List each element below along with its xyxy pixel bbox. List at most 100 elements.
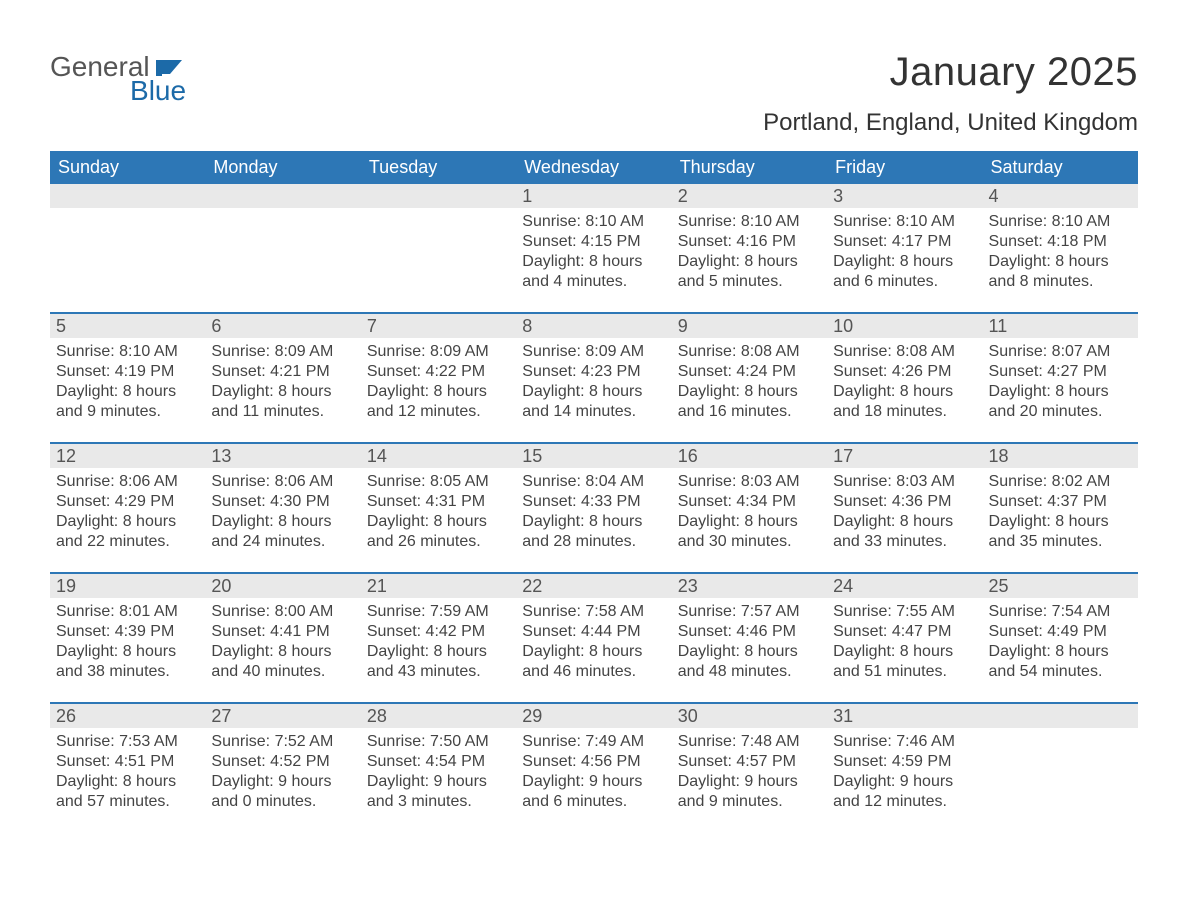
daylight-line: Daylight: 8 hours	[989, 382, 1132, 402]
daylight-line: and 6 minutes.	[833, 272, 976, 292]
sunrise-line: Sunrise: 7:59 AM	[367, 602, 510, 622]
daylight-line: Daylight: 8 hours	[522, 512, 665, 532]
day-number: 9	[672, 314, 827, 338]
day-body: Sunrise: 7:55 AMSunset: 4:47 PMDaylight:…	[827, 598, 982, 690]
dow-thursday: Thursday	[672, 151, 827, 184]
sunrise-line: Sunrise: 8:00 AM	[211, 602, 354, 622]
logo: General Blue	[50, 50, 186, 105]
day-number	[983, 704, 1138, 728]
daylight-line: Daylight: 8 hours	[56, 642, 199, 662]
daylight-line: and 4 minutes.	[522, 272, 665, 292]
sunset-line: Sunset: 4:27 PM	[989, 362, 1132, 382]
daylight-line: and 24 minutes.	[211, 532, 354, 552]
daylight-line: and 48 minutes.	[678, 662, 821, 682]
daylight-line: and 18 minutes.	[833, 402, 976, 422]
day-number: 30	[672, 704, 827, 728]
dow-friday: Friday	[827, 151, 982, 184]
sunset-line: Sunset: 4:26 PM	[833, 362, 976, 382]
day-body: Sunrise: 7:49 AMSunset: 4:56 PMDaylight:…	[516, 728, 671, 820]
sunrise-line: Sunrise: 8:08 AM	[678, 342, 821, 362]
sunset-line: Sunset: 4:34 PM	[678, 492, 821, 512]
day-body: Sunrise: 7:59 AMSunset: 4:42 PMDaylight:…	[361, 598, 516, 690]
day-number: 14	[361, 444, 516, 468]
daylight-line: Daylight: 8 hours	[367, 642, 510, 662]
day-body: Sunrise: 7:58 AMSunset: 4:44 PMDaylight:…	[516, 598, 671, 690]
daylight-line: and 40 minutes.	[211, 662, 354, 682]
day-body: Sunrise: 8:07 AMSunset: 4:27 PMDaylight:…	[983, 338, 1138, 430]
sunset-line: Sunset: 4:33 PM	[522, 492, 665, 512]
day-number: 28	[361, 704, 516, 728]
day-number: 27	[205, 704, 360, 728]
daylight-line: Daylight: 8 hours	[522, 382, 665, 402]
day-cell: 26Sunrise: 7:53 AMSunset: 4:51 PMDayligh…	[50, 704, 205, 832]
day-body: Sunrise: 8:10 AMSunset: 4:19 PMDaylight:…	[50, 338, 205, 430]
dow-wednesday: Wednesday	[516, 151, 671, 184]
sunrise-line: Sunrise: 8:04 AM	[522, 472, 665, 492]
day-body: Sunrise: 8:04 AMSunset: 4:33 PMDaylight:…	[516, 468, 671, 560]
daylight-line: Daylight: 8 hours	[989, 642, 1132, 662]
day-cell: 6Sunrise: 8:09 AMSunset: 4:21 PMDaylight…	[205, 314, 360, 442]
day-number: 16	[672, 444, 827, 468]
sunrise-line: Sunrise: 7:55 AM	[833, 602, 976, 622]
day-number: 17	[827, 444, 982, 468]
day-number: 31	[827, 704, 982, 728]
day-cell: 11Sunrise: 8:07 AMSunset: 4:27 PMDayligh…	[983, 314, 1138, 442]
day-body: Sunrise: 7:50 AMSunset: 4:54 PMDaylight:…	[361, 728, 516, 820]
sunset-line: Sunset: 4:41 PM	[211, 622, 354, 642]
sunrise-line: Sunrise: 8:07 AM	[989, 342, 1132, 362]
day-number: 15	[516, 444, 671, 468]
daylight-line: Daylight: 8 hours	[56, 512, 199, 532]
daylight-line: and 54 minutes.	[989, 662, 1132, 682]
daylight-line: and 9 minutes.	[678, 792, 821, 812]
day-cell: 28Sunrise: 7:50 AMSunset: 4:54 PMDayligh…	[361, 704, 516, 832]
sunset-line: Sunset: 4:56 PM	[522, 752, 665, 772]
day-number: 5	[50, 314, 205, 338]
sunrise-line: Sunrise: 8:05 AM	[367, 472, 510, 492]
daylight-line: Daylight: 8 hours	[56, 382, 199, 402]
day-number: 8	[516, 314, 671, 338]
day-number	[50, 184, 205, 208]
day-cell: 16Sunrise: 8:03 AMSunset: 4:34 PMDayligh…	[672, 444, 827, 572]
day-body: Sunrise: 8:10 AMSunset: 4:18 PMDaylight:…	[983, 208, 1138, 300]
day-cell: 18Sunrise: 8:02 AMSunset: 4:37 PMDayligh…	[983, 444, 1138, 572]
day-number	[205, 184, 360, 208]
sunset-line: Sunset: 4:31 PM	[367, 492, 510, 512]
daylight-line: Daylight: 9 hours	[678, 772, 821, 792]
sunset-line: Sunset: 4:37 PM	[989, 492, 1132, 512]
daylight-line: and 12 minutes.	[367, 402, 510, 422]
day-body	[361, 208, 516, 220]
day-body: Sunrise: 8:08 AMSunset: 4:26 PMDaylight:…	[827, 338, 982, 430]
sunrise-line: Sunrise: 8:10 AM	[522, 212, 665, 232]
sunset-line: Sunset: 4:44 PM	[522, 622, 665, 642]
day-body	[205, 208, 360, 220]
sunset-line: Sunset: 4:22 PM	[367, 362, 510, 382]
sunrise-line: Sunrise: 7:58 AM	[522, 602, 665, 622]
location-subtitle: Portland, England, United Kingdom	[763, 109, 1138, 137]
sunset-line: Sunset: 4:59 PM	[833, 752, 976, 772]
day-number: 13	[205, 444, 360, 468]
week-row: 12Sunrise: 8:06 AMSunset: 4:29 PMDayligh…	[50, 442, 1138, 572]
sunrise-line: Sunrise: 8:08 AM	[833, 342, 976, 362]
day-cell: 2Sunrise: 8:10 AMSunset: 4:16 PMDaylight…	[672, 184, 827, 312]
daylight-line: Daylight: 8 hours	[211, 512, 354, 532]
dow-saturday: Saturday	[983, 151, 1138, 184]
sunset-line: Sunset: 4:21 PM	[211, 362, 354, 382]
sunset-line: Sunset: 4:17 PM	[833, 232, 976, 252]
day-number: 20	[205, 574, 360, 598]
day-number: 6	[205, 314, 360, 338]
day-body: Sunrise: 7:54 AMSunset: 4:49 PMDaylight:…	[983, 598, 1138, 690]
daylight-line: Daylight: 8 hours	[522, 252, 665, 272]
daylight-line: and 8 minutes.	[989, 272, 1132, 292]
day-number: 1	[516, 184, 671, 208]
daylight-line: Daylight: 8 hours	[367, 382, 510, 402]
day-cell: 10Sunrise: 8:08 AMSunset: 4:26 PMDayligh…	[827, 314, 982, 442]
day-body: Sunrise: 8:09 AMSunset: 4:22 PMDaylight:…	[361, 338, 516, 430]
daylight-line: Daylight: 8 hours	[678, 512, 821, 532]
day-cell: 3Sunrise: 8:10 AMSunset: 4:17 PMDaylight…	[827, 184, 982, 312]
daylight-line: and 43 minutes.	[367, 662, 510, 682]
day-number: 11	[983, 314, 1138, 338]
day-number: 26	[50, 704, 205, 728]
sunset-line: Sunset: 4:57 PM	[678, 752, 821, 772]
day-body: Sunrise: 8:06 AMSunset: 4:30 PMDaylight:…	[205, 468, 360, 560]
daylight-line: and 22 minutes.	[56, 532, 199, 552]
